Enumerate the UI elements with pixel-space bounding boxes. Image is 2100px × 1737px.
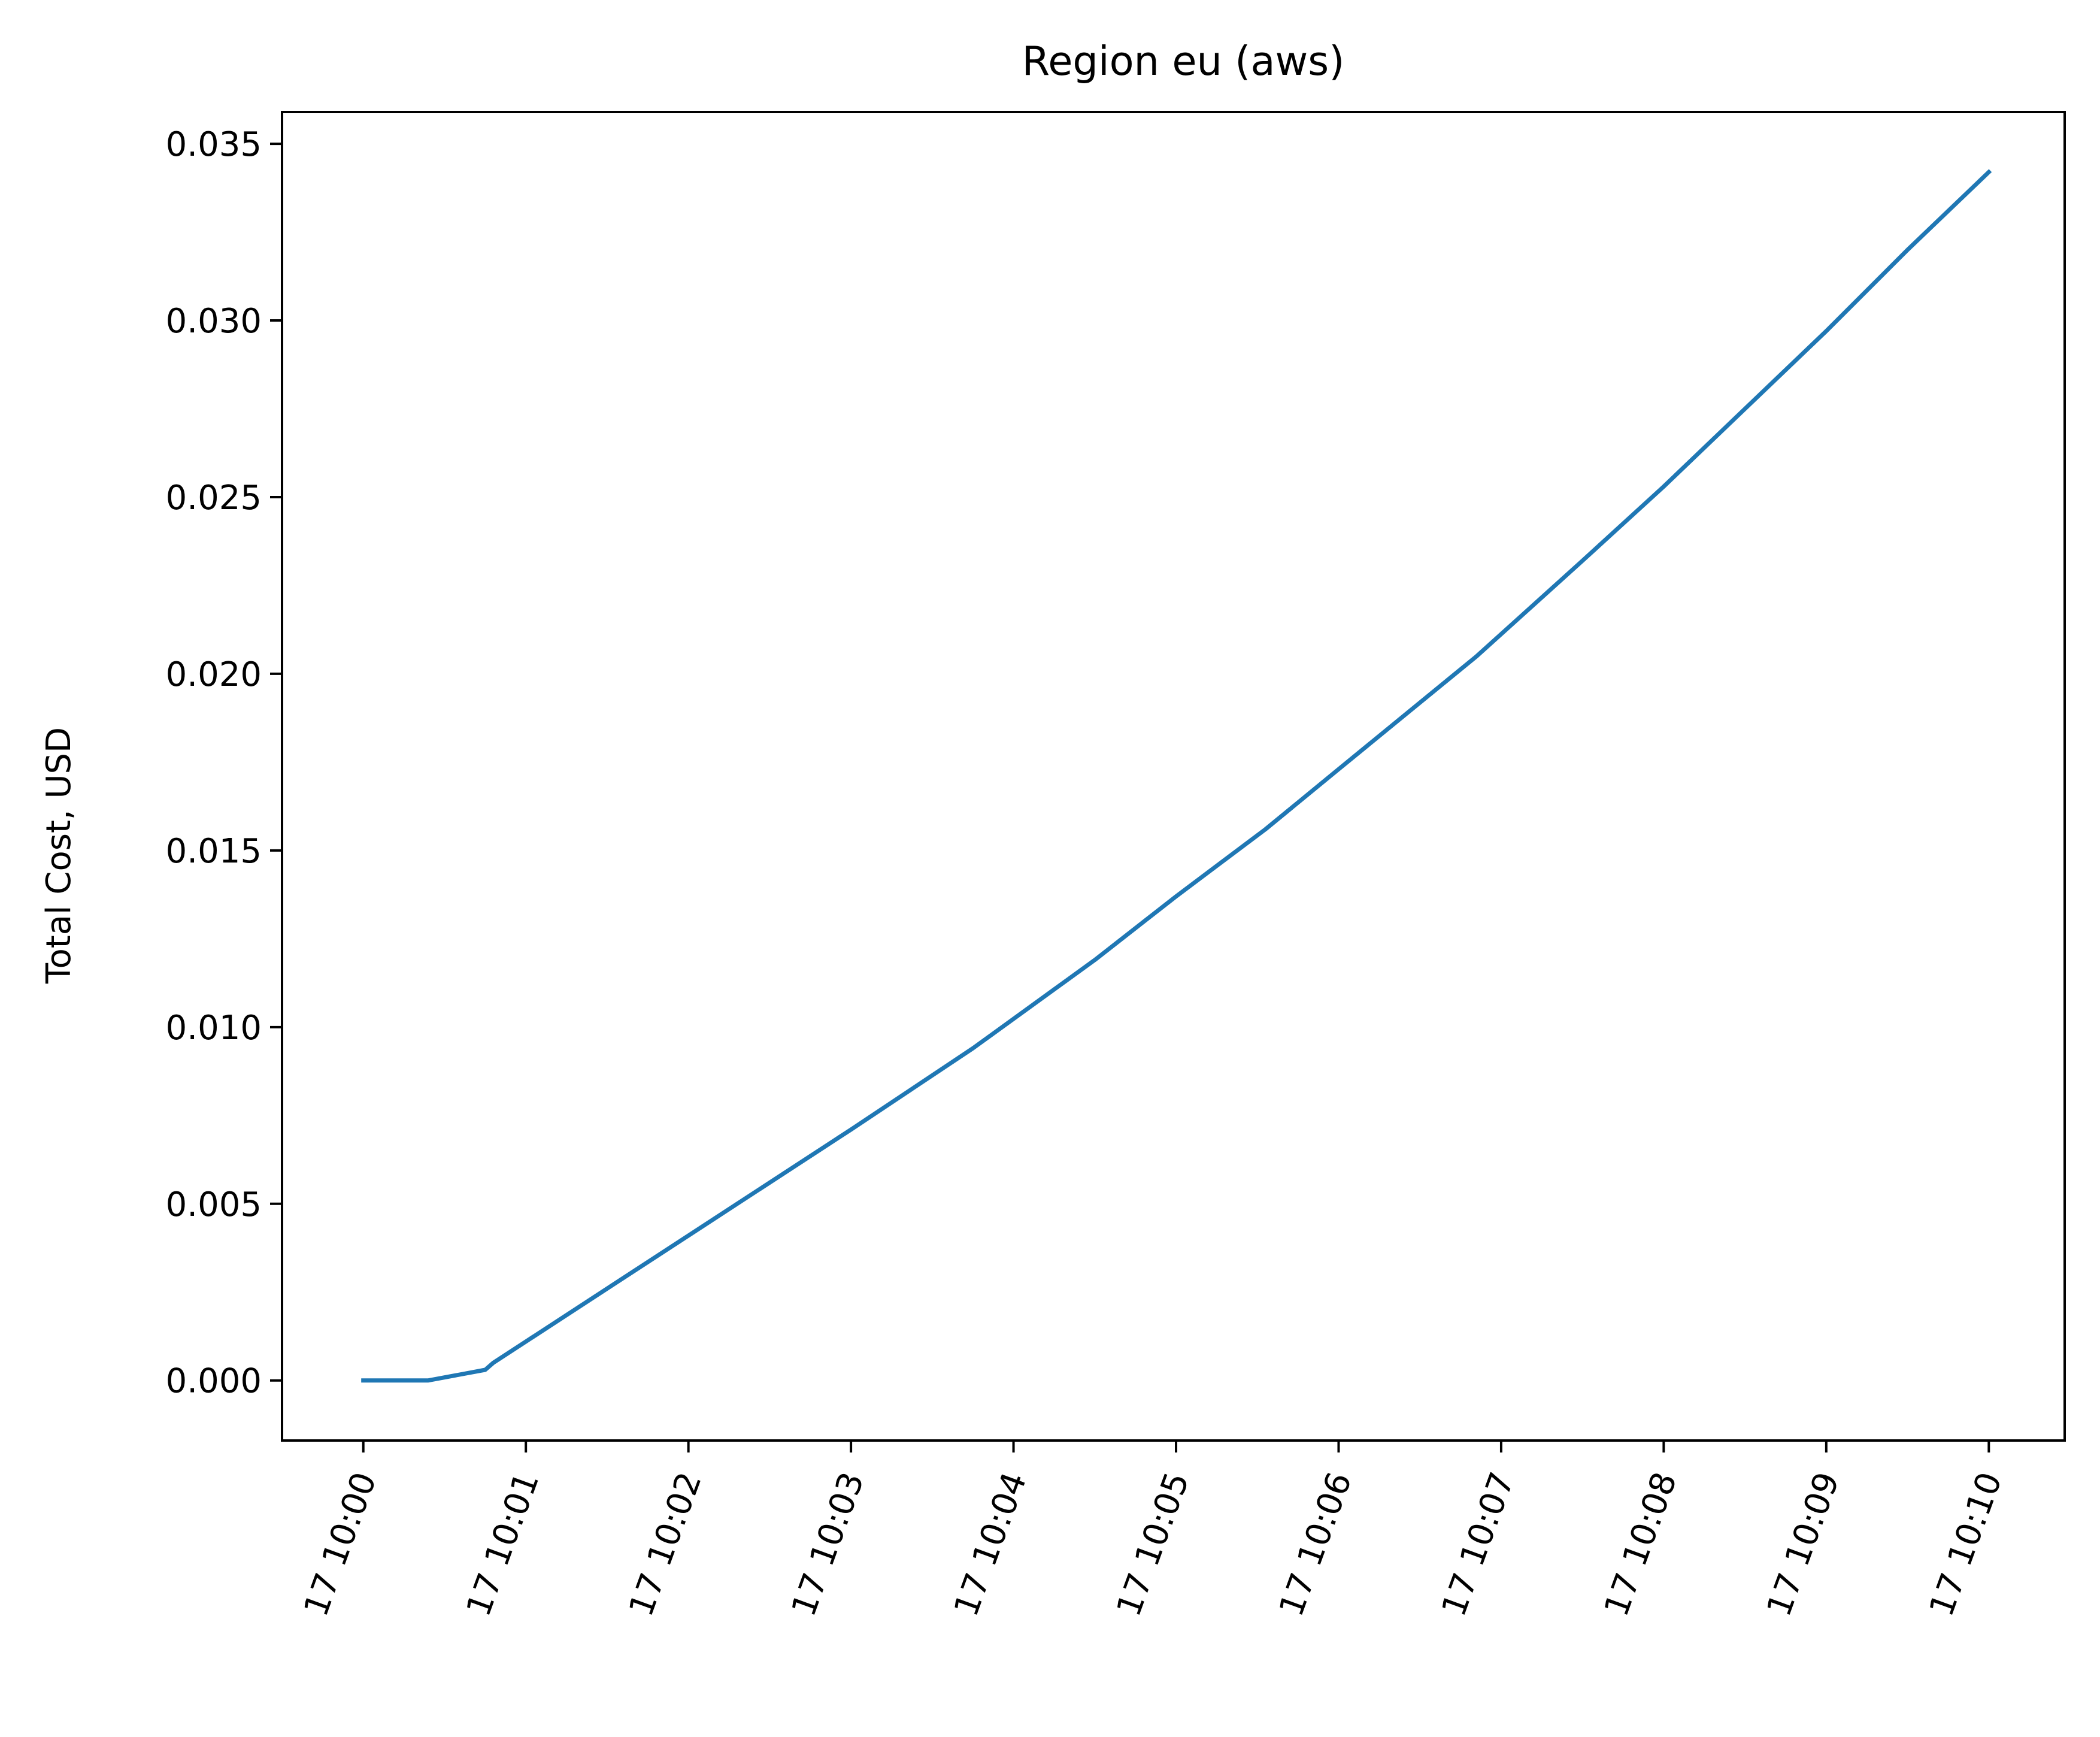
y-tick-label: 0.030 xyxy=(166,302,262,341)
y-axis-label: Total Cost, USD xyxy=(40,727,78,984)
y-axis: 0.000 0.005 0.010 0.015 0.020 0.025 0.030 0.035 xyxy=(166,125,282,1401)
plot-area xyxy=(361,169,1992,1383)
chart-title: Region eu (aws) xyxy=(1022,38,1345,84)
y-tick-label: 0.035 xyxy=(166,125,262,164)
series-line xyxy=(361,169,1992,1383)
axes-frame xyxy=(281,111,2066,1442)
y-tick-label: 0.025 xyxy=(166,479,262,518)
y-tick-label: 0.000 xyxy=(166,1362,262,1401)
y-tick-label: 0.015 xyxy=(166,832,262,871)
y-tick-label: 0.020 xyxy=(166,655,262,694)
y-tick-label: 0.005 xyxy=(166,1185,262,1224)
y-tick-label: 0.010 xyxy=(166,1009,262,1048)
